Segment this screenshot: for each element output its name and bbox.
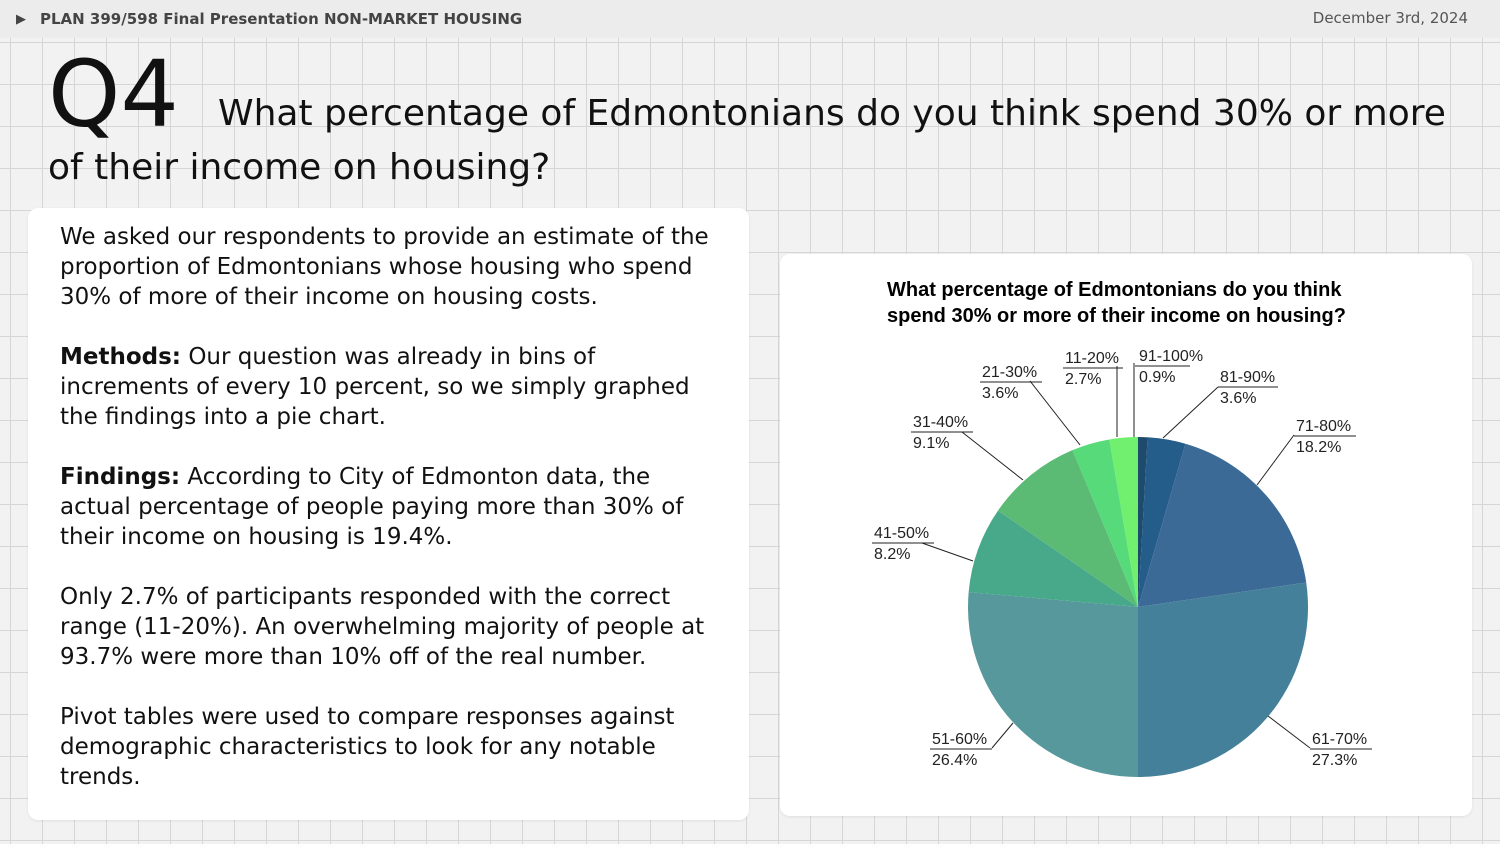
pie-slice-11-20 [1109, 437, 1138, 607]
question-title-line1: What percentage of Edmontonians do you t… [218, 93, 1446, 134]
slice-value-label: 18.2% [1296, 439, 1341, 456]
slice-value-label: 3.6% [982, 385, 1018, 402]
pivot-paragraph: Pivot tables were used to compare respon… [60, 704, 675, 790]
methods-label: Methods: [60, 344, 182, 370]
leader-line [921, 542, 974, 562]
chart-title-line1: What percentage of Edmontonians do you t… [887, 279, 1342, 301]
slice-category-label: 91-100% [1139, 348, 1203, 365]
slice-value-label: 26.4% [932, 752, 977, 769]
pie-slice-61-70 [1138, 582, 1308, 777]
slice-category-label: 31-40% [913, 414, 968, 431]
slide-header: ▶ PLAN 399/598 Final Presentation NON-MA… [0, 0, 1500, 38]
pie-slice-81-90 [1138, 437, 1186, 607]
chart-title-line2: spend 30% or more of their income on hou… [887, 305, 1346, 327]
slice-value-label: 8.2% [874, 546, 910, 563]
slice-category-label: 41-50% [874, 525, 929, 542]
leader-line [961, 431, 1024, 481]
pie-slice-51-60 [967, 592, 1138, 777]
slice-value-label: 3.6% [1220, 390, 1256, 407]
pie-slice-41-50 [968, 510, 1138, 607]
accuracy-paragraph: Only 2.7% of participants responded with… [60, 584, 705, 670]
leader-line [1162, 386, 1219, 439]
question-number: Q4 [48, 41, 179, 148]
slice-value-label: 27.3% [1312, 752, 1357, 769]
presentation-title: PLAN 399/598 Final Presentation NON-MARK… [40, 10, 523, 28]
findings-paragraph: Findings: According to City of Edmonton … [60, 462, 717, 552]
slice-value-label: 0.9% [1139, 369, 1175, 386]
question-title-line2: of their income on housing? [48, 147, 551, 188]
leader-line [991, 722, 1014, 749]
pie-slice-91-100 [1138, 437, 1148, 607]
intro-paragraph: We asked our respondents to provide an e… [60, 224, 709, 310]
pie-slice-71-80 [1138, 443, 1307, 607]
slice-category-label: 71-80% [1296, 418, 1351, 435]
play-triangle-icon[interactable]: ▶ [16, 11, 26, 27]
slice-category-label: 11-20% [1065, 350, 1119, 367]
pie-slice-21-30 [1072, 439, 1138, 607]
leader-line [1256, 434, 1295, 486]
description-card: We asked our respondents to provide an e… [28, 208, 749, 820]
slice-value-label: 2.7% [1065, 371, 1101, 388]
findings-text: According to City of Edmonton data, the … [60, 464, 684, 550]
slice-value-label: 9.1% [913, 435, 949, 452]
methods-paragraph: Methods: Our question was already in bin… [60, 342, 717, 432]
findings-label: Findings: [60, 464, 181, 490]
slice-category-label: 21-30% [982, 364, 1037, 381]
pie-slice-31-40 [997, 450, 1138, 607]
slice-category-label: 51-60% [932, 731, 987, 748]
slice-category-label: 61-70% [1312, 731, 1367, 748]
leader-line [1267, 715, 1311, 749]
methods-text: Our question was already in bins of incr… [60, 344, 690, 430]
presentation-date: December 3rd, 2024 [1312, 9, 1468, 27]
leader-line [1029, 380, 1081, 446]
slice-category-label: 81-90% [1220, 369, 1275, 386]
